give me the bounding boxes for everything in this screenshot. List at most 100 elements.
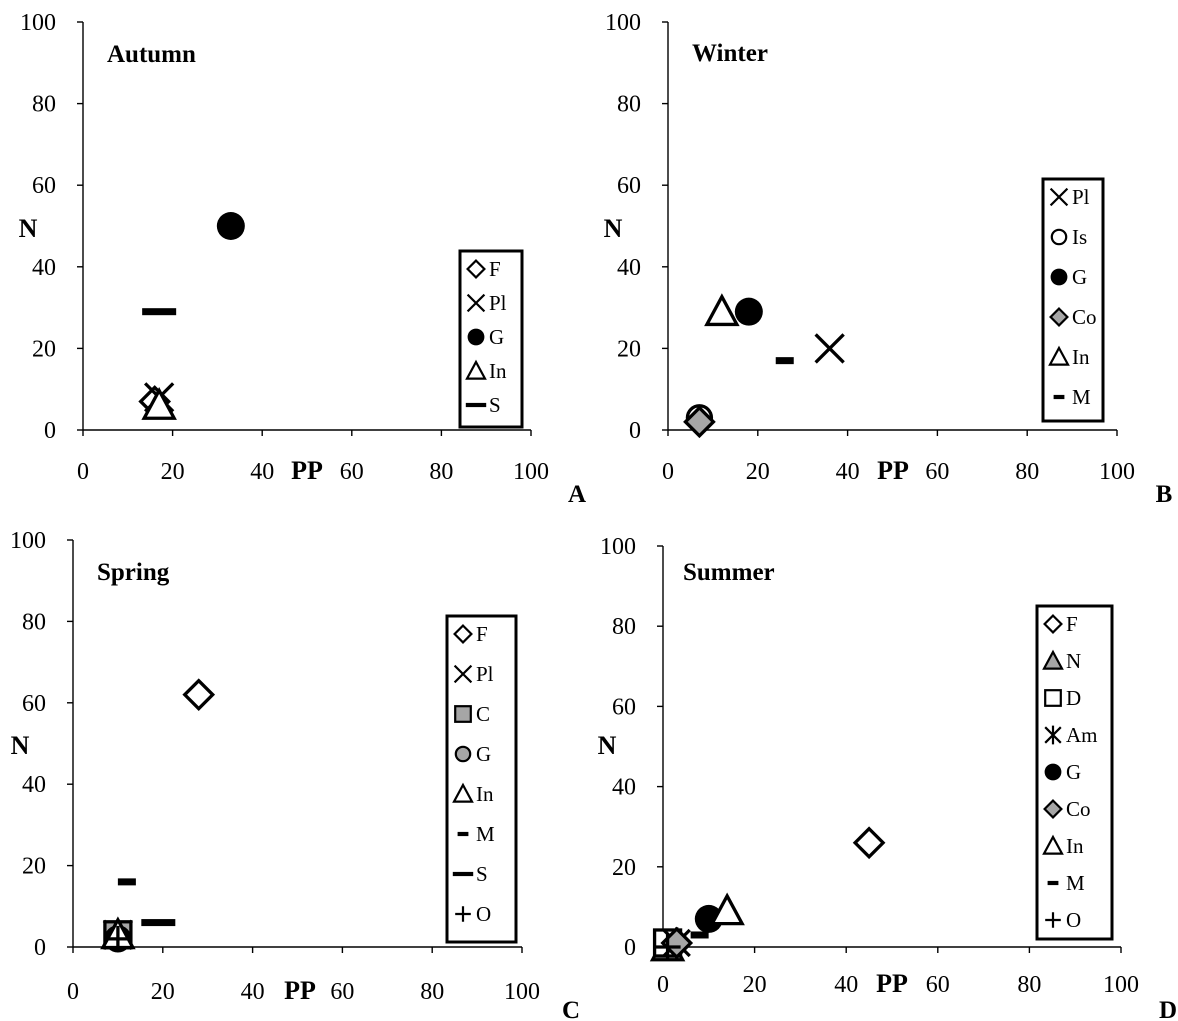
- x-tick-label: 60: [926, 972, 950, 998]
- legend-c-marker: [454, 705, 472, 723]
- x-tick-label: 40: [836, 459, 860, 485]
- point-co-marker: [683, 405, 716, 439]
- legend-label-in: In: [1072, 345, 1090, 369]
- point-in-marker: [709, 892, 745, 926]
- y-tick-label: 80: [617, 92, 641, 118]
- legend: Pl Is G Co In M: [1041, 177, 1105, 423]
- legend-label-f: F: [1066, 612, 1078, 636]
- legend-g-marker: [454, 745, 472, 763]
- legend-label-m: M: [476, 822, 495, 846]
- point-o-marker: [104, 925, 131, 952]
- legend-is-marker: [1050, 228, 1068, 246]
- legend-m-marker: [1053, 394, 1065, 400]
- y-tick-label: 20: [22, 854, 46, 880]
- point-g-marker: [694, 904, 723, 933]
- y-tick-label: 60: [617, 173, 641, 199]
- point-f-marker: [182, 678, 216, 711]
- panel-a: 0 20 40 60 80 100 0 20 40 60 80 100 PP N Autumn A F Pl G In…: [19, 10, 586, 508]
- y-tick-label: 40: [612, 775, 636, 801]
- legend-in-marker: [465, 359, 487, 380]
- legend-f-marker: [1043, 614, 1063, 634]
- panel-letter: C: [562, 997, 580, 1021]
- legend-label-g: G: [1072, 265, 1087, 289]
- point-s-marker: [142, 308, 177, 316]
- y-tick-label: 80: [612, 614, 636, 640]
- legend-f-marker: [453, 624, 473, 644]
- panel-b: 0 20 40 60 80 100 0 20 40 60 80 100 PP N Winter B Pl Is GC…: [604, 10, 1173, 508]
- legend-label-o: O: [1066, 908, 1081, 932]
- y-tick-label: 40: [617, 255, 641, 281]
- legend-label-n: N: [1066, 649, 1081, 673]
- x-tick-label: 60: [340, 459, 364, 485]
- x-tick-label: 80: [1017, 972, 1041, 998]
- legend: F Pl G In S: [458, 249, 524, 429]
- x-tick-label: 20: [746, 459, 770, 485]
- y-tick-label: 20: [32, 336, 56, 362]
- legend-g-marker: [1050, 268, 1068, 286]
- legend-label-s: S: [476, 862, 488, 886]
- legend-label-f: F: [489, 257, 501, 281]
- legend-label-d: D: [1066, 686, 1081, 710]
- x-tick-label: 80: [420, 979, 444, 1005]
- point-m-marker: [775, 357, 794, 365]
- legend-label-g: G: [476, 742, 491, 766]
- legend-label-m: M: [1066, 871, 1085, 895]
- legend-g-marker: [1044, 763, 1062, 781]
- y-tick-label: 40: [22, 772, 46, 798]
- y-tick-label: 20: [617, 336, 641, 362]
- panel-title: Summer: [683, 559, 775, 586]
- legend-label-in: In: [476, 782, 494, 806]
- legend-label-co: Co: [1066, 797, 1091, 821]
- legend-label-is: Is: [1072, 225, 1087, 249]
- y-tick-label: 100: [605, 10, 641, 36]
- point-m-marker: [690, 931, 709, 939]
- point-m-marker: [117, 878, 136, 886]
- x-tick-label: 0: [67, 979, 79, 1005]
- legend-o-marker: [455, 906, 471, 922]
- panel-letter: B: [1156, 481, 1173, 508]
- x-tick-label: 20: [151, 979, 175, 1005]
- legend-n-marker: [1042, 649, 1064, 670]
- x-tick-label: 0: [77, 459, 89, 485]
- x-tick-label: 80: [1015, 459, 1039, 485]
- legend-label-co: Co: [1072, 305, 1097, 329]
- legend-m-marker: [1047, 880, 1059, 886]
- x-axis-label: PP: [284, 976, 316, 1005]
- y-tick-label: 80: [22, 609, 46, 635]
- x-tick-label: 80: [429, 459, 453, 485]
- legend-label-g: G: [1066, 760, 1081, 784]
- legend-m-marker: [457, 831, 469, 837]
- panel-title: Spring: [97, 559, 170, 586]
- legend: F Pl CG In MSO: [445, 614, 518, 944]
- x-tick-label: 100: [1099, 459, 1135, 485]
- y-tick-label: 60: [32, 173, 56, 199]
- legend-s-marker: [465, 402, 487, 408]
- legend-label-m: M: [1072, 385, 1091, 409]
- y-tick-label: 20: [612, 855, 636, 881]
- x-tick-label: 40: [250, 459, 274, 485]
- y-axis-label: N: [604, 214, 623, 243]
- legend-in-marker: [452, 782, 474, 803]
- y-tick-label: 60: [22, 691, 46, 717]
- x-tick-label: 0: [662, 459, 674, 485]
- point-in-marker: [704, 293, 740, 327]
- x-axis-label: PP: [876, 969, 908, 998]
- x-tick-label: 0: [657, 972, 669, 998]
- x-tick-label: 40: [241, 979, 265, 1005]
- legend-label-am: Am: [1066, 723, 1098, 747]
- x-tick-label: 20: [161, 459, 185, 485]
- legend-co-marker: [1043, 799, 1063, 819]
- y-tick-label: 0: [629, 418, 641, 444]
- legend: FND Am G Co In MO: [1035, 604, 1114, 941]
- point-pl-marker: [814, 333, 845, 364]
- y-axis-label: N: [19, 214, 38, 243]
- y-tick-label: 80: [32, 92, 56, 118]
- y-tick-label: 100: [10, 528, 46, 554]
- legend-pl-marker: [466, 293, 486, 313]
- y-tick-label: 0: [34, 935, 46, 961]
- legend-in-marker: [1048, 345, 1070, 366]
- x-tick-label: 60: [330, 979, 354, 1005]
- legend-label-pl: Pl: [1072, 185, 1090, 209]
- legend-s-marker: [452, 871, 474, 877]
